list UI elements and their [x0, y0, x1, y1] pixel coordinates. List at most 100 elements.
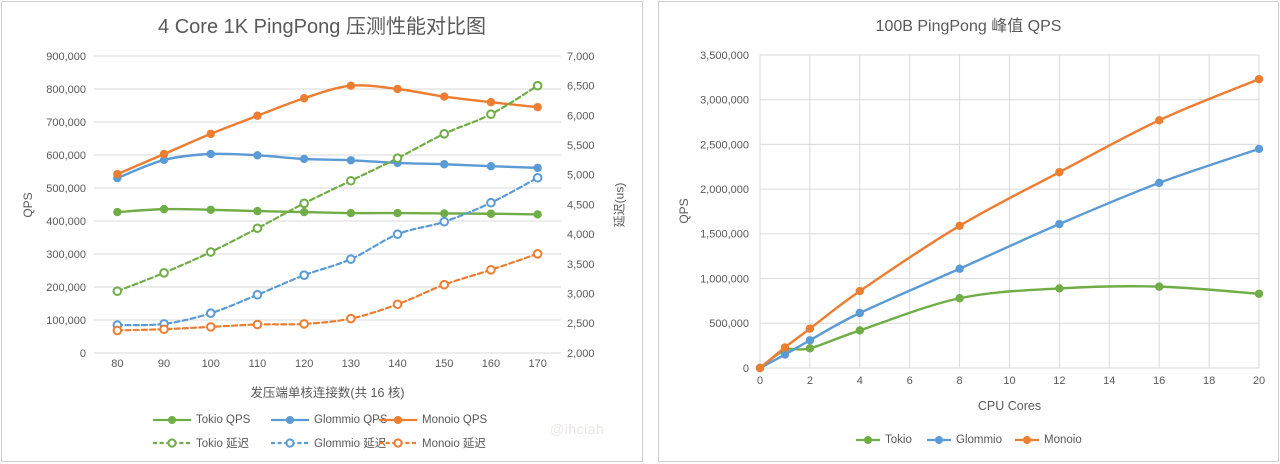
svg-text:170: 170 — [528, 358, 546, 370]
left-chart-xaxis-title: 发压端单核连接数(共 16 核) — [250, 386, 405, 400]
svg-text:2,500: 2,500 — [567, 318, 595, 330]
svg-text:100,000: 100,000 — [46, 315, 86, 327]
svg-text:0: 0 — [757, 375, 763, 387]
svg-text:150: 150 — [435, 358, 453, 370]
svg-text:3,500: 3,500 — [567, 259, 595, 271]
right-chart-panel: 100B PingPong 峰值 QPS 0 500,000 1,000,000 1,… — [658, 1, 1279, 462]
gridlines — [759, 54, 1260, 369]
tokio-qps-swatch-icon — [153, 414, 191, 426]
legend-item-monoio-latency: Monoio 延迟 — [379, 435, 486, 451]
legend-item-tokio: Tokio — [856, 432, 912, 448]
left-chart-plot: 0 100,000 200,000 300,000 400,000 500,000 600,… — [46, 51, 594, 370]
svg-text:12: 12 — [1053, 375, 1065, 387]
gridlines — [94, 55, 561, 354]
right-chart-xaxis-title: CPU Cores — [977, 399, 1042, 413]
watermark-text: @ihciah — [550, 421, 605, 437]
axis-tick-labels: 0 100,000 200,000 300,000 400,000 500,000 600,… — [46, 51, 594, 370]
series-glommio-qps — [113, 149, 542, 183]
svg-text:1,000,000: 1,000,000 — [700, 273, 749, 285]
svg-text:0: 0 — [743, 363, 749, 375]
svg-text:100: 100 — [202, 358, 220, 370]
monoio-swatch-icon — [1015, 434, 1039, 446]
svg-text:8: 8 — [957, 375, 963, 387]
series-monoio-延迟 — [112, 249, 543, 336]
legend-label: Glommio 延迟 — [314, 438, 387, 450]
svg-text:130: 130 — [342, 358, 360, 370]
svg-text:800,000: 800,000 — [46, 84, 86, 96]
svg-text:600,000: 600,000 — [46, 150, 86, 162]
svg-text:2,000,000: 2,000,000 — [700, 184, 749, 196]
svg-text:200,000: 200,000 — [46, 282, 86, 294]
legend-label: Monoio 延迟 — [422, 438, 486, 450]
svg-text:6,000: 6,000 — [567, 110, 595, 122]
svg-text:120: 120 — [295, 358, 313, 370]
svg-text:3,500,000: 3,500,000 — [700, 50, 749, 62]
right-chart-yaxis-title: QPS — [677, 198, 691, 224]
legend-item-glommio-qps: Glommio QPS — [271, 412, 388, 428]
svg-text:4: 4 — [857, 375, 863, 387]
svg-text:140: 140 — [388, 358, 406, 370]
legend-item-tokio-qps: Tokio QPS — [153, 412, 250, 428]
svg-text:5,000: 5,000 — [567, 170, 595, 182]
legend-label: Monoio QPS — [422, 414, 488, 426]
svg-text:160: 160 — [482, 358, 500, 370]
series-tokio-延迟 — [112, 80, 543, 297]
monoio-qps-swatch-icon — [379, 414, 417, 426]
glommio-qps-swatch-icon — [271, 414, 309, 426]
svg-text:700,000: 700,000 — [46, 117, 86, 129]
svg-text:1,500,000: 1,500,000 — [700, 229, 749, 241]
svg-text:80: 80 — [111, 358, 123, 370]
svg-text:5,500: 5,500 — [567, 140, 595, 152]
svg-text:16: 16 — [1153, 375, 1165, 387]
svg-text:4,500: 4,500 — [567, 199, 595, 211]
legend-label: Monoio — [1044, 434, 1082, 446]
svg-text:90: 90 — [158, 358, 170, 370]
svg-text:4,000: 4,000 — [567, 229, 595, 241]
legend-item-glommio-latency: Glommio 延迟 — [271, 435, 386, 451]
left-chart-yaxis-right-title: 延迟(us) — [612, 182, 627, 228]
legend-item-tokio-latency: Tokio 延迟 — [153, 435, 249, 451]
svg-text:2,500,000: 2,500,000 — [700, 139, 749, 151]
svg-text:18: 18 — [1203, 375, 1215, 387]
svg-text:400,000: 400,000 — [46, 216, 86, 228]
right-chart-plot: 0 500,000 1,000,000 1,500,000 2,000,000 2,500… — [700, 50, 1265, 387]
series-tokio-qps — [113, 204, 542, 219]
glommio-latency-swatch-icon — [271, 437, 309, 449]
series-monoio-qps — [113, 81, 542, 179]
glommio-swatch-icon — [927, 434, 951, 446]
svg-text:7,000: 7,000 — [567, 51, 595, 63]
axis-tick-labels: 0 500,000 1,000,000 1,500,000 2,000,000 2,500… — [700, 50, 1265, 387]
right-chart-title: 100B PingPong 峰值 QPS — [875, 18, 1062, 35]
left-chart-yaxis-left-title: QPS — [21, 192, 35, 218]
legend-label: Tokio — [885, 434, 912, 446]
series-monoio — [755, 74, 1264, 373]
monoio-latency-swatch-icon — [379, 437, 417, 449]
legend-item-monoio: Monoio — [1015, 432, 1082, 448]
svg-text:0: 0 — [80, 348, 86, 360]
tokio-latency-swatch-icon — [153, 437, 191, 449]
svg-text:500,000: 500,000 — [46, 183, 86, 195]
left-chart-panel: 4 Core 1K PingPong 压测性能对比图 0 100,000 200,0… — [1, 1, 643, 462]
svg-text:500,000: 500,000 — [709, 318, 749, 330]
svg-text:900,000: 900,000 — [46, 51, 86, 63]
legend-item-monoio-qps: Monoio QPS — [379, 412, 487, 428]
svg-text:3,000: 3,000 — [567, 288, 595, 300]
svg-text:2: 2 — [807, 375, 813, 387]
svg-text:3,000,000: 3,000,000 — [700, 95, 749, 107]
svg-text:6: 6 — [907, 375, 913, 387]
svg-text:10: 10 — [1003, 375, 1015, 387]
svg-text:300,000: 300,000 — [46, 249, 86, 261]
svg-text:110: 110 — [249, 358, 267, 370]
series-glommio-延迟 — [112, 172, 543, 330]
left-chart-title: 4 Core 1K PingPong 压测性能对比图 — [158, 16, 486, 38]
svg-text:14: 14 — [1103, 375, 1115, 387]
legend-label: Tokio 延迟 — [196, 438, 250, 450]
svg-text:2,000: 2,000 — [567, 348, 595, 360]
svg-text:6,500: 6,500 — [567, 81, 595, 93]
legend-item-glommio: Glommio — [927, 432, 1002, 448]
legend-label: Glommio — [956, 434, 1003, 446]
tokio-swatch-icon — [856, 434, 880, 446]
legend-label: Glommio QPS — [314, 414, 388, 426]
svg-text:20: 20 — [1253, 375, 1265, 387]
